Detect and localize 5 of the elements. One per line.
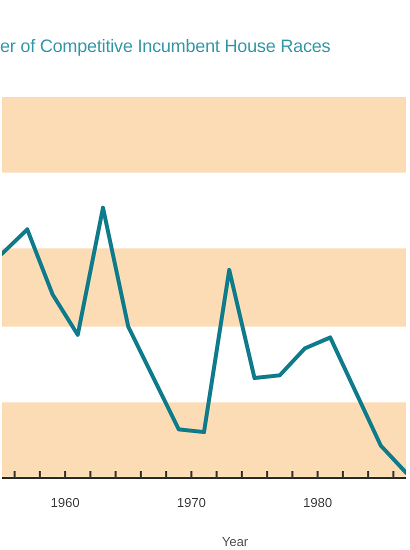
chart-title: er of Competitive Incumbent House Races xyxy=(0,36,330,57)
x-tick-label: 1980 xyxy=(303,495,332,510)
x-axis-title: Year xyxy=(222,534,249,549)
x-tick-label: 1960 xyxy=(50,495,80,510)
x-tick-label: 1970 xyxy=(176,495,206,510)
